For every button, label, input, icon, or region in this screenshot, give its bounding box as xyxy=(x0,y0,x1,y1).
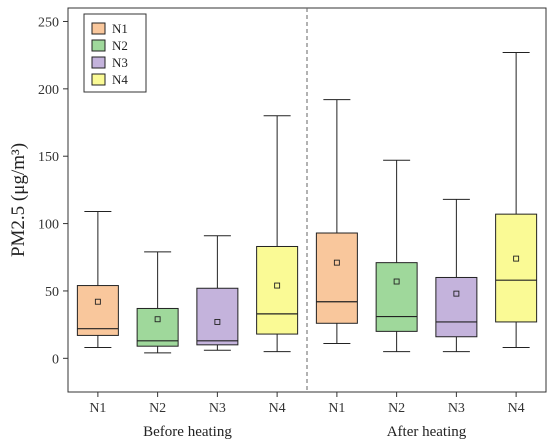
x-tick-label: N2 xyxy=(149,401,166,416)
legend-swatch xyxy=(91,22,106,35)
iqr-box xyxy=(315,232,358,324)
x-tick-label: N1 xyxy=(89,401,106,416)
mean-marker xyxy=(274,282,281,289)
iqr-box xyxy=(196,287,239,346)
x-tick-label: N1 xyxy=(328,401,345,416)
legend-label: N1 xyxy=(112,21,128,36)
mean-marker xyxy=(214,318,221,325)
y-tick-label: 0 xyxy=(52,352,59,367)
box-after-heating-n1 xyxy=(315,99,358,344)
group-label: After heating xyxy=(387,424,467,440)
x-tick-label: N4 xyxy=(508,401,525,416)
mean-marker xyxy=(453,290,460,297)
iqr-box xyxy=(435,276,478,338)
group-label: Before heating xyxy=(143,424,232,440)
iqr-box xyxy=(375,262,418,332)
iqr-box xyxy=(256,245,299,335)
legend-label: N2 xyxy=(112,38,128,53)
y-axis-label: PM2.5 (μg/m³) xyxy=(8,143,29,257)
x-tick-label: N2 xyxy=(388,401,405,416)
legend: N1 N2 N3 N4 xyxy=(83,13,147,93)
mean-marker xyxy=(513,255,520,262)
mean-marker xyxy=(94,298,101,305)
iqr-box xyxy=(76,285,119,336)
iqr-box xyxy=(136,307,179,347)
mean-marker xyxy=(333,259,340,266)
x-tick-label: N4 xyxy=(269,401,286,416)
legend-swatch xyxy=(91,56,106,69)
box-before-heating-n2 xyxy=(136,251,179,354)
y-tick-label: 250 xyxy=(38,15,59,30)
x-tick-label: N3 xyxy=(448,401,465,416)
x-tick-label: N3 xyxy=(209,401,226,416)
box-after-heating-n4 xyxy=(495,51,538,349)
box-after-heating-n3 xyxy=(435,198,478,353)
legend-swatch xyxy=(91,39,106,52)
y-tick-label: 200 xyxy=(38,83,59,98)
y-tick-label: 150 xyxy=(38,150,59,165)
iqr-box xyxy=(495,213,538,323)
legend-label: N3 xyxy=(112,55,128,70)
legend-label: N4 xyxy=(112,72,128,87)
y-tick-label: 50 xyxy=(45,285,59,300)
mean-marker xyxy=(154,316,161,323)
mean-marker xyxy=(393,278,400,285)
box-before-heating-n1 xyxy=(76,210,119,349)
legend-swatch xyxy=(91,73,106,86)
box-before-heating-n4 xyxy=(256,115,299,353)
y-tick-label: 100 xyxy=(38,218,59,233)
box-before-heating-n3 xyxy=(196,235,239,351)
box-after-heating-n2 xyxy=(375,159,418,353)
plot-area: 0 50 100 150 200 250 PM2.5 (μg/m³) N1 N2 N3 N4 N1 N2… xyxy=(8,7,547,440)
